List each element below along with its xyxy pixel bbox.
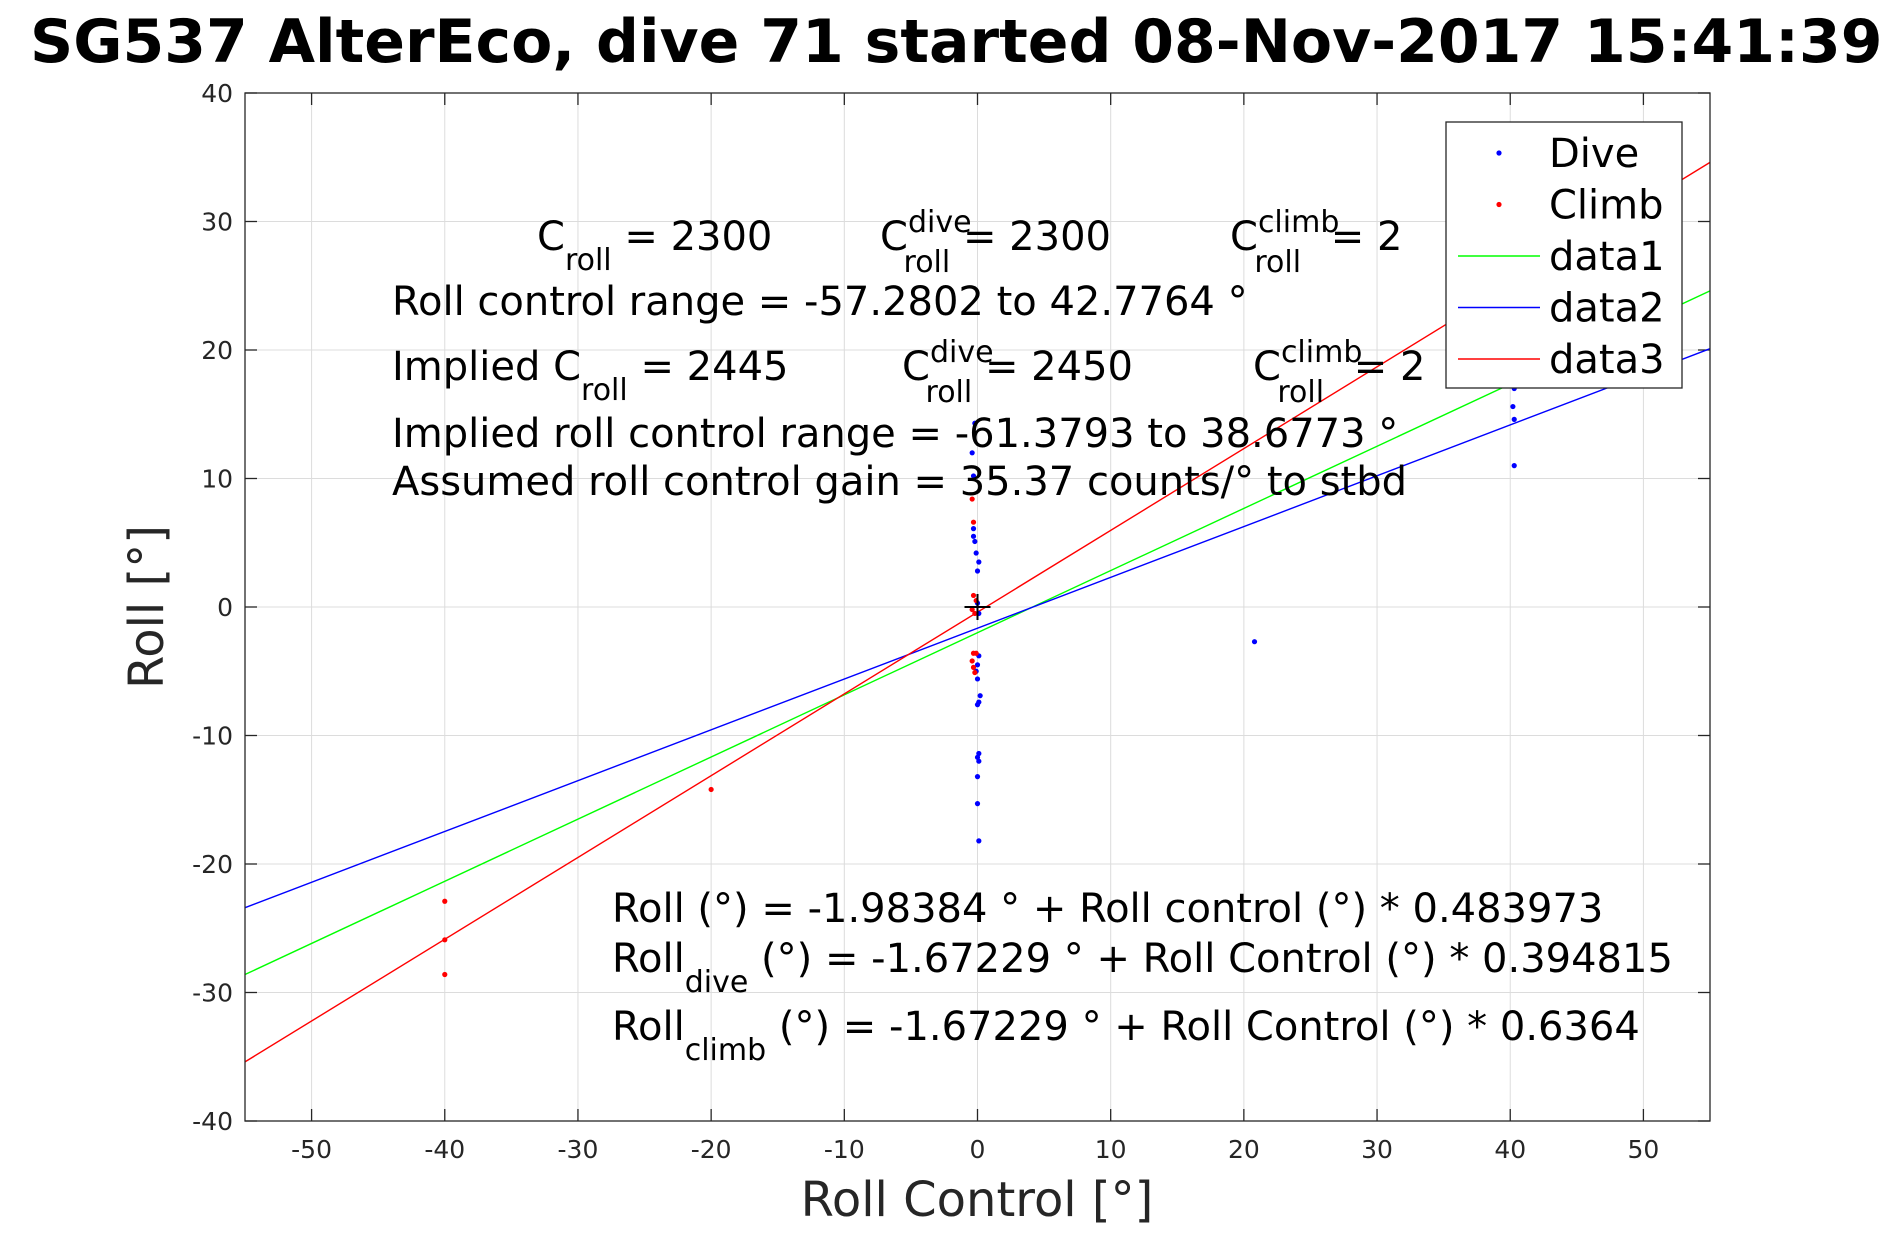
climb-point xyxy=(970,664,977,670)
y-tick-label: -20 xyxy=(192,850,233,879)
x-tick-label: -50 xyxy=(291,1135,332,1164)
climb-point xyxy=(972,669,978,676)
y-tick-label: 10 xyxy=(201,465,233,494)
legend-label: data3 xyxy=(1549,337,1665,383)
climb-point xyxy=(970,519,977,525)
dive-point xyxy=(974,676,981,682)
x-tick-label: 0 xyxy=(970,1135,986,1164)
climb-point xyxy=(442,937,448,943)
dive-point xyxy=(976,559,982,565)
legend-marker-climb xyxy=(1496,201,1502,208)
dive-point xyxy=(974,662,981,668)
dive-point xyxy=(972,538,978,545)
dive-point xyxy=(974,774,981,780)
climb-point xyxy=(708,786,714,793)
y-tick-label: -40 xyxy=(192,1107,233,1136)
legend: Dive Climb data1 data2 data3 xyxy=(1445,121,1683,389)
annotations: Croll = 2300 Cdive roll = 2300 Cclimb roll =… xyxy=(392,205,1673,1068)
x-tick-label: -30 xyxy=(558,1135,599,1164)
plot-frame xyxy=(244,92,1711,1122)
x-tick-label: 30 xyxy=(1361,1135,1393,1164)
x-tick-label: -20 xyxy=(691,1135,732,1164)
annotation-gain: Assumed roll control gain = 35.37 counts… xyxy=(392,459,1407,505)
annotation-implied-range: Implied roll control range = -61.3793 to… xyxy=(392,411,1398,457)
y-tick-label: 40 xyxy=(201,79,233,108)
x-tick-label: 40 xyxy=(1494,1135,1526,1164)
x-axis-label: Roll Control [°] xyxy=(801,1172,1154,1228)
annotation-fit-all: Roll (°) = -1.98384 ° + Roll control (°)… xyxy=(612,886,1603,932)
fit-line-data1 xyxy=(244,290,1711,976)
dive-point xyxy=(1511,416,1517,422)
y-tick-label: -10 xyxy=(192,722,233,751)
legend-box xyxy=(1445,121,1683,389)
dive-point xyxy=(970,526,977,532)
annotation-c-roll: Croll = 2300 xyxy=(537,214,772,278)
climb-point xyxy=(969,658,975,664)
annotation-implied-c-roll-dive: Cdive roll = 2450 xyxy=(902,335,1133,410)
dive-point xyxy=(974,801,981,807)
dive-point xyxy=(1511,463,1517,469)
climb-point xyxy=(972,610,978,617)
x-tick-label: -40 xyxy=(424,1135,465,1164)
x-tick-label: 10 xyxy=(1095,1135,1127,1164)
climb-point xyxy=(969,496,975,502)
chart-title: SG537 AlterEco, dive 71 started 08-Nov-2… xyxy=(30,7,1883,77)
y-axis-label: Roll [°] xyxy=(119,525,175,689)
dive-point xyxy=(970,473,977,479)
y-tick-label: 0 xyxy=(217,593,233,622)
dive-point xyxy=(974,702,981,708)
annotation-fit-climb: Rollclimb (°) = -1.67229 ° + Roll Contro… xyxy=(612,1004,1640,1068)
y-tick-label: 20 xyxy=(201,336,233,365)
legend-marker-dive xyxy=(1496,150,1502,156)
dive-point xyxy=(976,758,982,764)
dive-point xyxy=(970,533,977,539)
y-tick-label: -30 xyxy=(192,979,233,1008)
x-tick-labels: -50 -40 -30 -20 -10 0 10 20 30 40 50 xyxy=(291,1135,1659,1164)
x-tick-label: 50 xyxy=(1628,1135,1660,1164)
x-tick-label: -10 xyxy=(824,1135,865,1164)
annotation-implied-c-roll-climb: Cclimb roll = 2 xyxy=(1253,335,1425,410)
dive-point xyxy=(977,693,983,699)
fit-line-data2 xyxy=(244,348,1711,909)
annotation-implied-c-roll: Implied Croll = 2445 xyxy=(392,344,788,408)
annotation-roll-range: Roll control range = -57.2802 to 42.7764… xyxy=(392,279,1248,325)
climb-point xyxy=(969,606,975,613)
climb-point xyxy=(442,898,448,904)
dive-point xyxy=(1251,639,1258,645)
climb-point xyxy=(442,971,448,978)
legend-label: Climb xyxy=(1549,183,1664,229)
dive-point xyxy=(969,450,975,456)
legend-label: data1 xyxy=(1549,234,1665,280)
climb-point xyxy=(970,592,977,599)
x-tick-label: 20 xyxy=(1228,1135,1260,1164)
origin-marker xyxy=(964,594,991,620)
annotation-fit-dive: Rolldive (°) = -1.67229 ° + Roll Control… xyxy=(612,936,1673,1000)
y-tick-labels: -40 -30 -20 -10 0 10 20 30 40 xyxy=(192,79,233,1136)
annotation-c-roll-dive: Cdive roll = 2300 xyxy=(880,205,1111,280)
annotation-c-roll-climb: Cclimb roll = 2 xyxy=(1230,205,1402,280)
legend-label: Dive xyxy=(1549,131,1639,177)
axis-ticks xyxy=(245,92,1710,1122)
y-tick-label: 30 xyxy=(201,208,233,237)
dive-point xyxy=(976,838,982,844)
dive-point xyxy=(972,420,978,426)
legend-label: data2 xyxy=(1549,286,1665,332)
dive-point xyxy=(974,568,981,574)
climb-point xyxy=(973,650,979,656)
dive-point xyxy=(1510,403,1516,410)
dive-point xyxy=(973,550,979,556)
